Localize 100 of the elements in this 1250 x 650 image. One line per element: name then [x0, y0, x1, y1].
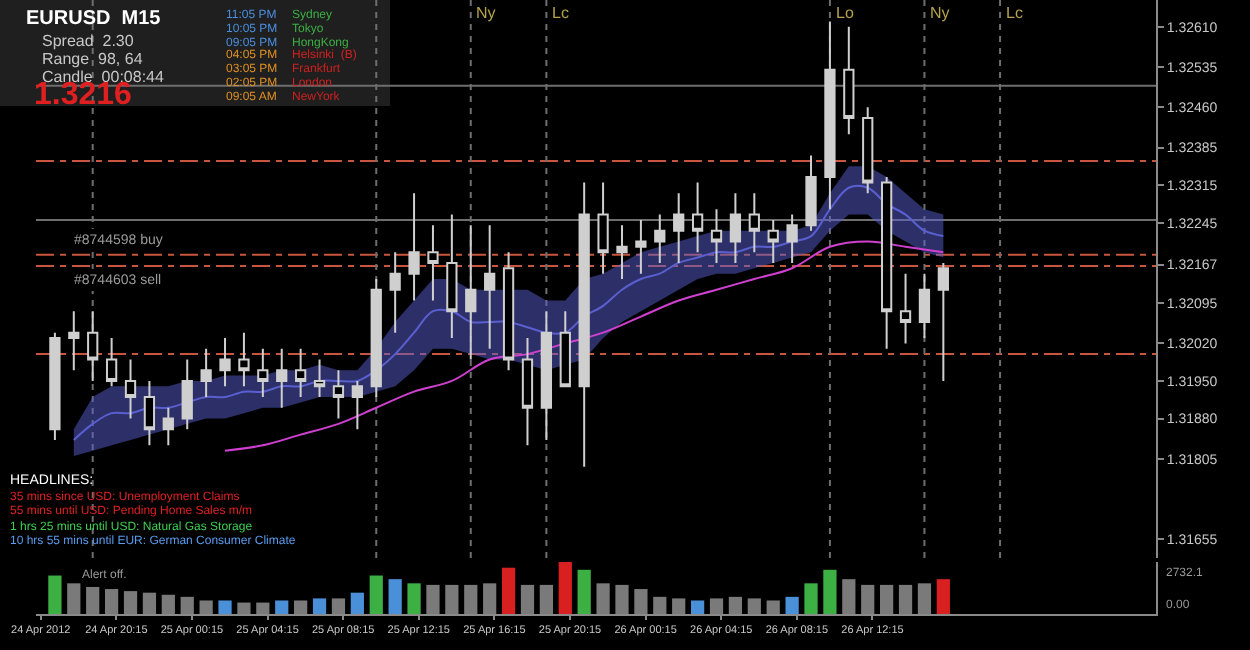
- bar: [161, 594, 175, 614]
- bar: [653, 596, 667, 614]
- candlestick: [257, 347, 269, 399]
- candlestick: [710, 208, 723, 264]
- bar: [804, 583, 818, 614]
- bar: [842, 579, 856, 614]
- bar: [350, 592, 364, 614]
- bar: [501, 567, 516, 614]
- bar: [199, 600, 213, 614]
- candlestick: [635, 218, 647, 275]
- candlestick: [313, 358, 326, 399]
- candlestick: [673, 192, 685, 264]
- bar: [728, 596, 743, 614]
- candlestick: [899, 272, 912, 345]
- candlestick: [597, 181, 609, 275]
- ref-line-label: Ny: [930, 4, 950, 22]
- bar: [464, 584, 478, 614]
- candlestick: [124, 358, 137, 420]
- candlestick: [351, 379, 363, 431]
- bar: [312, 598, 327, 614]
- bar: [747, 598, 761, 614]
- candlestick: [937, 261, 949, 382]
- candlestick: [521, 337, 534, 447]
- candlestick: [49, 331, 61, 441]
- candlestick: [578, 181, 590, 468]
- bar: [558, 562, 572, 614]
- bar: [67, 583, 81, 614]
- ref-line-label: Ny: [476, 4, 496, 22]
- bar: [917, 583, 932, 614]
- candlestick: [748, 192, 760, 254]
- bar: [218, 600, 232, 614]
- bar: [539, 584, 553, 614]
- bar: [331, 598, 346, 614]
- bar: [672, 598, 686, 614]
- candlestick: [786, 213, 798, 264]
- candlestick: [767, 218, 779, 264]
- bar: [577, 569, 591, 614]
- bar: [256, 602, 270, 614]
- candlestick: [200, 347, 212, 399]
- bar: [86, 586, 100, 614]
- bar: [426, 584, 440, 614]
- candlestick: [143, 379, 156, 447]
- candlestick: [843, 25, 855, 136]
- candlestick: [484, 224, 496, 350]
- ref-line-label: Lc: [552, 4, 569, 22]
- candlestick: [654, 213, 666, 264]
- bar: [369, 575, 383, 614]
- bar: [275, 600, 289, 614]
- candlestick: [219, 337, 231, 388]
- bar: [861, 584, 875, 614]
- bar: [709, 598, 724, 614]
- candlestick: [408, 192, 420, 302]
- bar: [237, 602, 251, 614]
- bar: [634, 589, 648, 614]
- candlestick: [162, 406, 174, 447]
- bar: [294, 600, 308, 614]
- bar: [445, 584, 459, 614]
- candlestick: [68, 310, 80, 372]
- candlestick: [729, 192, 742, 264]
- bar: [596, 583, 610, 614]
- annotation: Range 98, 64: [42, 50, 144, 68]
- candlestick: [370, 278, 382, 399]
- candlestick: [616, 224, 628, 280]
- bar: [785, 596, 799, 614]
- annotation: Spread 2.30: [42, 32, 135, 50]
- candlestick: [502, 251, 515, 372]
- bar: [142, 592, 157, 614]
- bar: [615, 584, 629, 614]
- candlestick: [427, 224, 439, 302]
- bar: [823, 569, 837, 614]
- bar: [180, 596, 194, 614]
- candlestick: [276, 347, 288, 409]
- candlestick: [691, 181, 704, 254]
- candlestick: [446, 213, 458, 340]
- bar: [123, 591, 138, 614]
- candlestick: [87, 310, 99, 382]
- candlestick: [465, 224, 477, 361]
- candlestick: [181, 358, 193, 431]
- bar: [766, 600, 780, 614]
- bar: [105, 589, 119, 614]
- bar: [48, 575, 62, 614]
- candlestick: [389, 251, 401, 334]
- bar: [407, 583, 421, 614]
- candlestick: [295, 347, 307, 399]
- bar: [880, 584, 894, 614]
- candlestick: [105, 337, 118, 388]
- candlestick: [805, 154, 817, 232]
- candlestick: [881, 176, 893, 350]
- line-series: [224, 240, 945, 452]
- annotation: EURUSD M15: [26, 8, 162, 30]
- ref-line-label: Lo: [836, 4, 855, 22]
- candlestick: [918, 272, 931, 340]
- bar: [483, 583, 497, 614]
- bar: [520, 584, 535, 614]
- candlestick: [332, 369, 345, 420]
- candlestick: [238, 331, 250, 388]
- candlestick: [540, 310, 553, 441]
- bar: [690, 600, 705, 614]
- candlestick: [862, 106, 874, 195]
- bar: [388, 579, 402, 614]
